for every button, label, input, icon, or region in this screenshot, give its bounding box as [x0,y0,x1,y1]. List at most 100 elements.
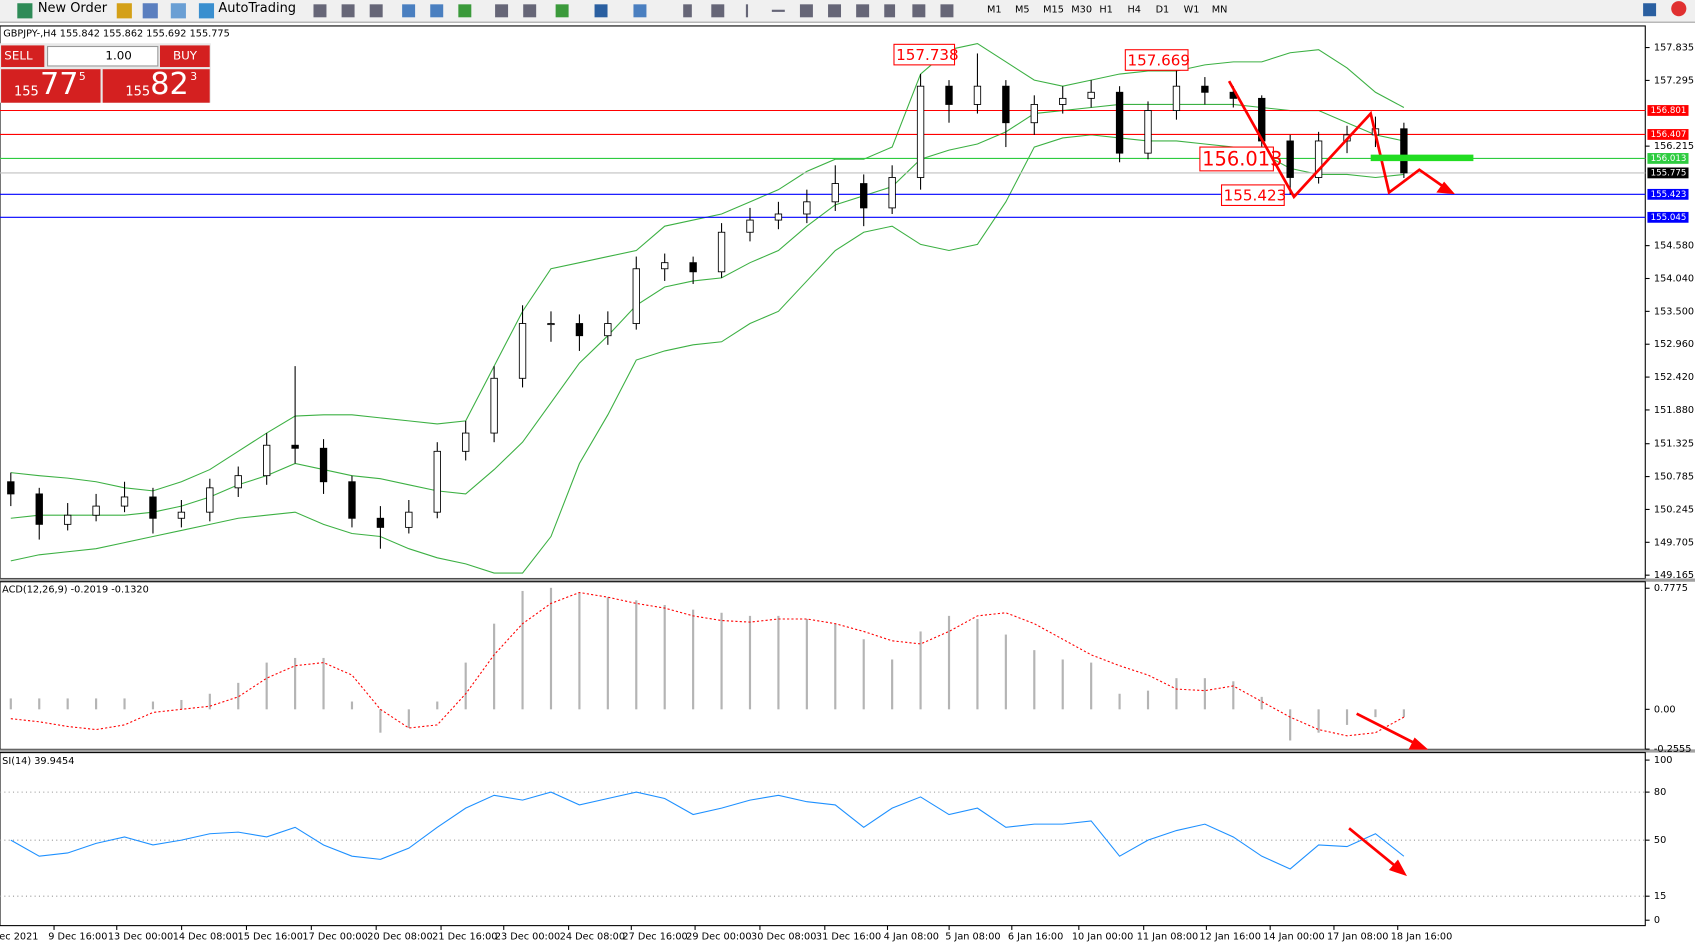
timeframe-button[interactable]: M15 [1043,5,1064,16]
icon[interactable] [430,4,444,18]
icon[interactable] [745,4,749,18]
candle-body [149,496,157,519]
icon[interactable] [369,4,383,18]
icon[interactable] [170,3,186,19]
y-tick-label: 149.165 [1654,570,1694,581]
macd-bar [38,698,41,710]
candle-body [888,177,896,209]
buy-pips[interactable]: 82 [150,67,189,102]
candle-body [575,323,584,337]
icon[interactable] [142,3,158,19]
candle-body [1115,91,1124,154]
macd-bar [151,701,155,710]
search-icon[interactable] [1643,3,1657,17]
annotation-box [1124,49,1189,71]
annotation-box [893,43,956,66]
candle-body [1002,85,1010,124]
icon[interactable] [116,3,132,19]
sell-price-box[interactable] [1,69,101,103]
timeframe-button[interactable]: M30 [1071,5,1092,16]
timeframe-button[interactable]: MN [1212,5,1228,16]
timeframe-button[interactable]: W1 [1184,5,1200,16]
buy-label[interactable]: BUY [173,49,198,63]
icon[interactable] [555,4,569,18]
icon[interactable] [313,4,327,18]
y-tick-label: 153.500 [1654,306,1694,317]
x-tick-label: 24 Dec 08:00 [560,931,625,942]
timeframe-button[interactable]: H1 [1099,5,1112,16]
candle-body [831,183,839,203]
timeframe-button[interactable]: H4 [1127,5,1140,16]
macd-bar [606,597,609,710]
sell-pips[interactable]: 77 [40,67,79,102]
annotation-box [1220,184,1285,206]
y-tick-label: 154.040 [1654,273,1694,284]
candle-body [518,323,527,379]
timeframe-button[interactable]: M1 [987,5,1002,16]
new-order-icon[interactable] [17,3,33,19]
candle-body [1172,85,1181,111]
macd-bar [805,618,808,710]
candle-body [1030,104,1038,124]
icon[interactable] [828,4,842,18]
price-level-label: 156.801 [1651,106,1687,116]
icon[interactable] [683,4,692,18]
buy-price-big[interactable]: 155 [125,84,150,99]
x-tick-label: 5 Jan 08:00 [945,931,1000,942]
y-tick-label: 157.295 [1654,75,1694,86]
icon[interactable] [711,4,725,18]
macd-arrow [1356,712,1424,749]
icon[interactable] [771,9,785,12]
candle-body [717,231,726,273]
y-tick-label: 150.785 [1654,472,1694,483]
macd-bar [265,662,268,710]
x-tick-label: 31 Dec 16:00 [816,931,881,942]
x-tick-label: 17 Dec 00:00 [302,931,367,942]
x-tick-label: 4 Jan 08:00 [884,931,939,942]
macd-bar [834,623,837,710]
icon[interactable] [402,4,416,18]
buy-button[interactable] [159,45,210,68]
autotrading-icon[interactable] [198,3,215,19]
icon[interactable] [856,4,870,18]
candle-body [177,511,186,519]
y-tick-label: 100 [1654,755,1673,766]
buy-price-box[interactable] [102,69,210,103]
macd-bar [521,590,524,710]
new-order[interactable]: New Order [38,1,108,16]
sell-label[interactable]: SELL [4,49,33,63]
autotrading[interactable]: AutoTrading [218,1,296,16]
volume-input[interactable] [47,45,159,67]
icon[interactable] [495,4,509,18]
candle-body [547,323,555,326]
icon[interactable] [594,4,608,18]
icon[interactable] [884,4,896,18]
icon[interactable] [940,4,954,18]
sell-fraction[interactable]: 5 [79,70,86,83]
arrow-head [1408,737,1429,750]
timeframe-button[interactable]: M5 [1015,5,1030,16]
buy-fraction[interactable]: 3 [190,70,197,83]
candle-body [632,268,640,324]
candle-body [1087,91,1095,99]
rsi-arrow [1348,827,1403,873]
icon[interactable] [633,4,647,18]
icon[interactable] [341,4,355,18]
timeframe-button[interactable]: D1 [1156,5,1170,16]
x-tick-label: 14 Dec 08:00 [173,931,238,942]
sell-button[interactable] [1,45,45,68]
icon[interactable] [523,4,537,18]
icon[interactable] [458,4,472,18]
candle-body [291,444,299,449]
y-tick-label: 50 [1654,835,1666,846]
candle-body [916,85,925,178]
bollinger-band [10,134,1404,574]
icon[interactable] [799,4,813,18]
volume[interactable]: 1.00 [105,49,131,63]
green-zone [1370,154,1474,162]
candle-body [263,444,271,477]
sell-price-big[interactable]: 155 [14,84,39,99]
icon[interactable] [912,4,926,18]
candle-body [348,481,356,519]
notification-icon[interactable] [1671,1,1687,17]
